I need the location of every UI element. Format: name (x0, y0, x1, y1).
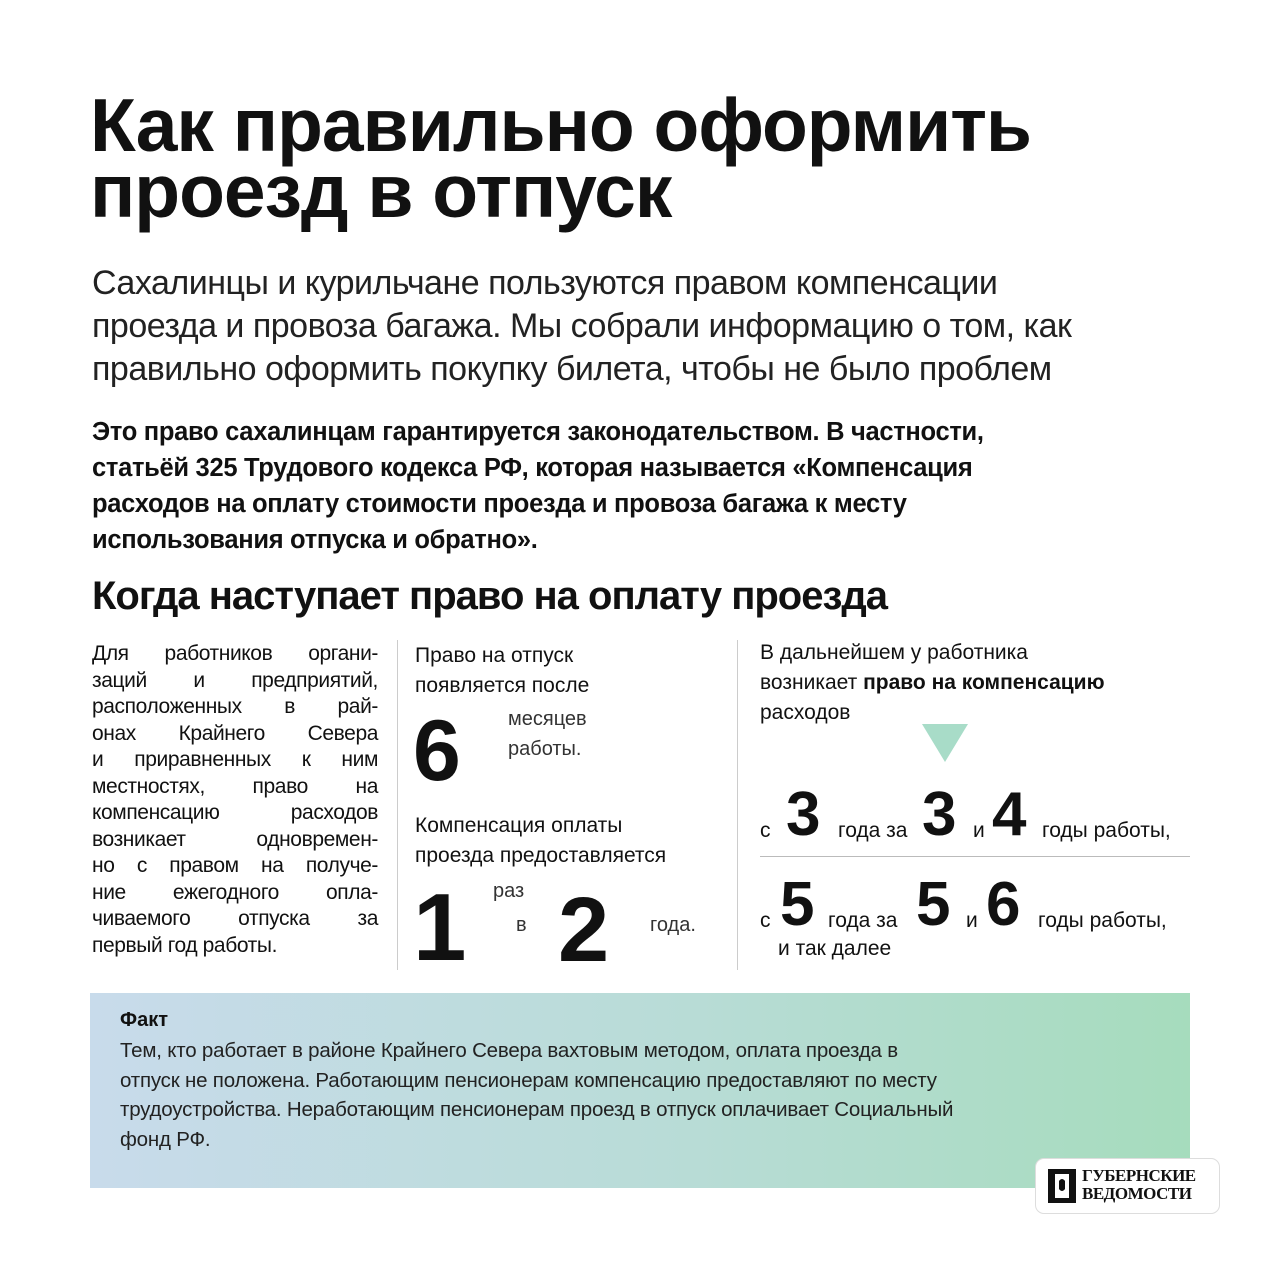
compensation-text: Компенсация оплаты проезда предоставляет… (415, 811, 666, 871)
text-line: расположенных в рай- (92, 695, 378, 718)
right-intro: В дальнейшем у работника возникает право… (760, 638, 1105, 728)
publisher-logo: ГУБЕРНСКИЕ ВЕДОМОСТИ (1035, 1158, 1220, 1214)
number: 3 (786, 780, 821, 849)
law-line: Это право сахалинцам гарантируется закон… (92, 418, 984, 446)
number: 5 (916, 870, 951, 939)
text: и (973, 819, 985, 842)
text: и (966, 909, 978, 932)
years-label: года. (650, 914, 696, 936)
text: года за (828, 909, 898, 932)
logo-text: ГУБЕРНСКИЕ ВЕДОМОСТИ (1082, 1167, 1196, 1203)
number: 3 (922, 780, 957, 849)
text-line: проезда предоставляется (415, 844, 667, 867)
text-line: работы. (508, 738, 582, 760)
text-line: местностях, право на (92, 774, 378, 798)
vacation-text: Право на отпуск появляется после (415, 641, 589, 701)
text: с (760, 819, 771, 842)
text: годы работы, (1038, 909, 1167, 932)
lead-paragraph: Сахалинцы и курильчане пользуются правом… (92, 262, 1072, 391)
fact-title: Факт (120, 1009, 168, 1031)
row-divider (760, 856, 1190, 857)
text-line: В дальнейшем у работника (760, 641, 1028, 664)
law-line: использования отпуска и обратно». (92, 526, 538, 554)
text-line: и приравненных к ним (92, 748, 378, 771)
text-line: возникает одновремен- (92, 827, 378, 851)
months-number: 6 (413, 703, 461, 799)
text-line: Право на отпуск (415, 644, 574, 667)
text-line: трудоустройства. Неработающим пенсионера… (120, 1098, 954, 1121)
times-label: раз (493, 880, 525, 902)
text-line: фонд РФ. (120, 1127, 211, 1151)
text-line: появляется после (415, 674, 590, 697)
text: годы работы, (1042, 819, 1171, 842)
text: года за (838, 819, 908, 842)
highlight-text: право на компенсацию (863, 671, 1105, 694)
arrow-down-icon (922, 724, 968, 762)
text: и так далее (778, 937, 892, 960)
fact-text: Тем, кто работает в районе Крайнего Севе… (120, 1036, 953, 1154)
text-line: Тем, кто работает в районе Крайнего Севе… (120, 1039, 898, 1062)
lead-line: проезда и провоза багажа. Мы собрали инф… (92, 307, 1072, 345)
text-line: отпуск не положена. Работающим пенсионер… (120, 1068, 937, 1092)
fact-box: Факт Тем, кто работает в районе Крайнего… (90, 993, 1190, 1188)
lead-line: Сахалинцы и курильчане пользуются правом… (92, 264, 998, 302)
emblem-icon (1048, 1169, 1076, 1203)
months-label: месяцев работы. (508, 704, 587, 764)
title-line: проезд в отпуск (90, 149, 672, 233)
text-line: компенсацию расходов (92, 801, 378, 824)
number: 4 (992, 780, 1027, 849)
text-line: но с правом на получе- (92, 854, 378, 877)
rule-row-2: с 5 года за 5 и 6 годы работы, и так дал… (760, 868, 1190, 968)
text-line: Компенсация оплаты (415, 814, 623, 837)
text-line: ние ежегодного опла- (92, 880, 378, 904)
page-title: Как правильно оформить проезд в отпуск (90, 83, 1032, 233)
lead-line: правильно оформить покупку билета, чтобы… (92, 350, 1052, 388)
in-label: в (516, 914, 527, 936)
law-line: статьёй 325 Трудового кодекса РФ, котора… (92, 454, 973, 482)
text-line: расходов (760, 701, 851, 724)
rule-row-1: с 3 года за 3 и 4 годы работы, (760, 778, 1190, 849)
text-line: Для работников органи- (92, 642, 378, 665)
law-line: расходов на оплату стоимости проезда и п… (92, 490, 907, 518)
years-number: 2 (558, 879, 610, 981)
law-paragraph: Это право сахалинцам гарантируется закон… (92, 414, 984, 558)
left-column-text: Для работников органи- заций и предприят… (92, 641, 378, 959)
text-line: заций и предприятий, (92, 668, 378, 692)
text-line: онах Крайнего Севера (92, 721, 378, 745)
title-line: Как правильно оформить (90, 83, 1032, 167)
logo-line: ВЕДОМОСТИ (1082, 1184, 1192, 1203)
column-divider (397, 640, 398, 970)
text-line: чиваемого отпуска за (92, 907, 378, 930)
logo-line: ГУБЕРНСКИЕ (1082, 1166, 1196, 1185)
number: 6 (986, 870, 1021, 939)
column-divider (737, 640, 738, 970)
text-line: месяцев (508, 708, 587, 730)
text: возникает (760, 671, 864, 694)
times-number: 1 (413, 874, 467, 981)
text-line: первый год работы. (92, 933, 277, 957)
section-title: Когда наступает право на оплату проезда (92, 574, 888, 618)
number: 5 (780, 870, 815, 939)
text: с (760, 909, 771, 932)
